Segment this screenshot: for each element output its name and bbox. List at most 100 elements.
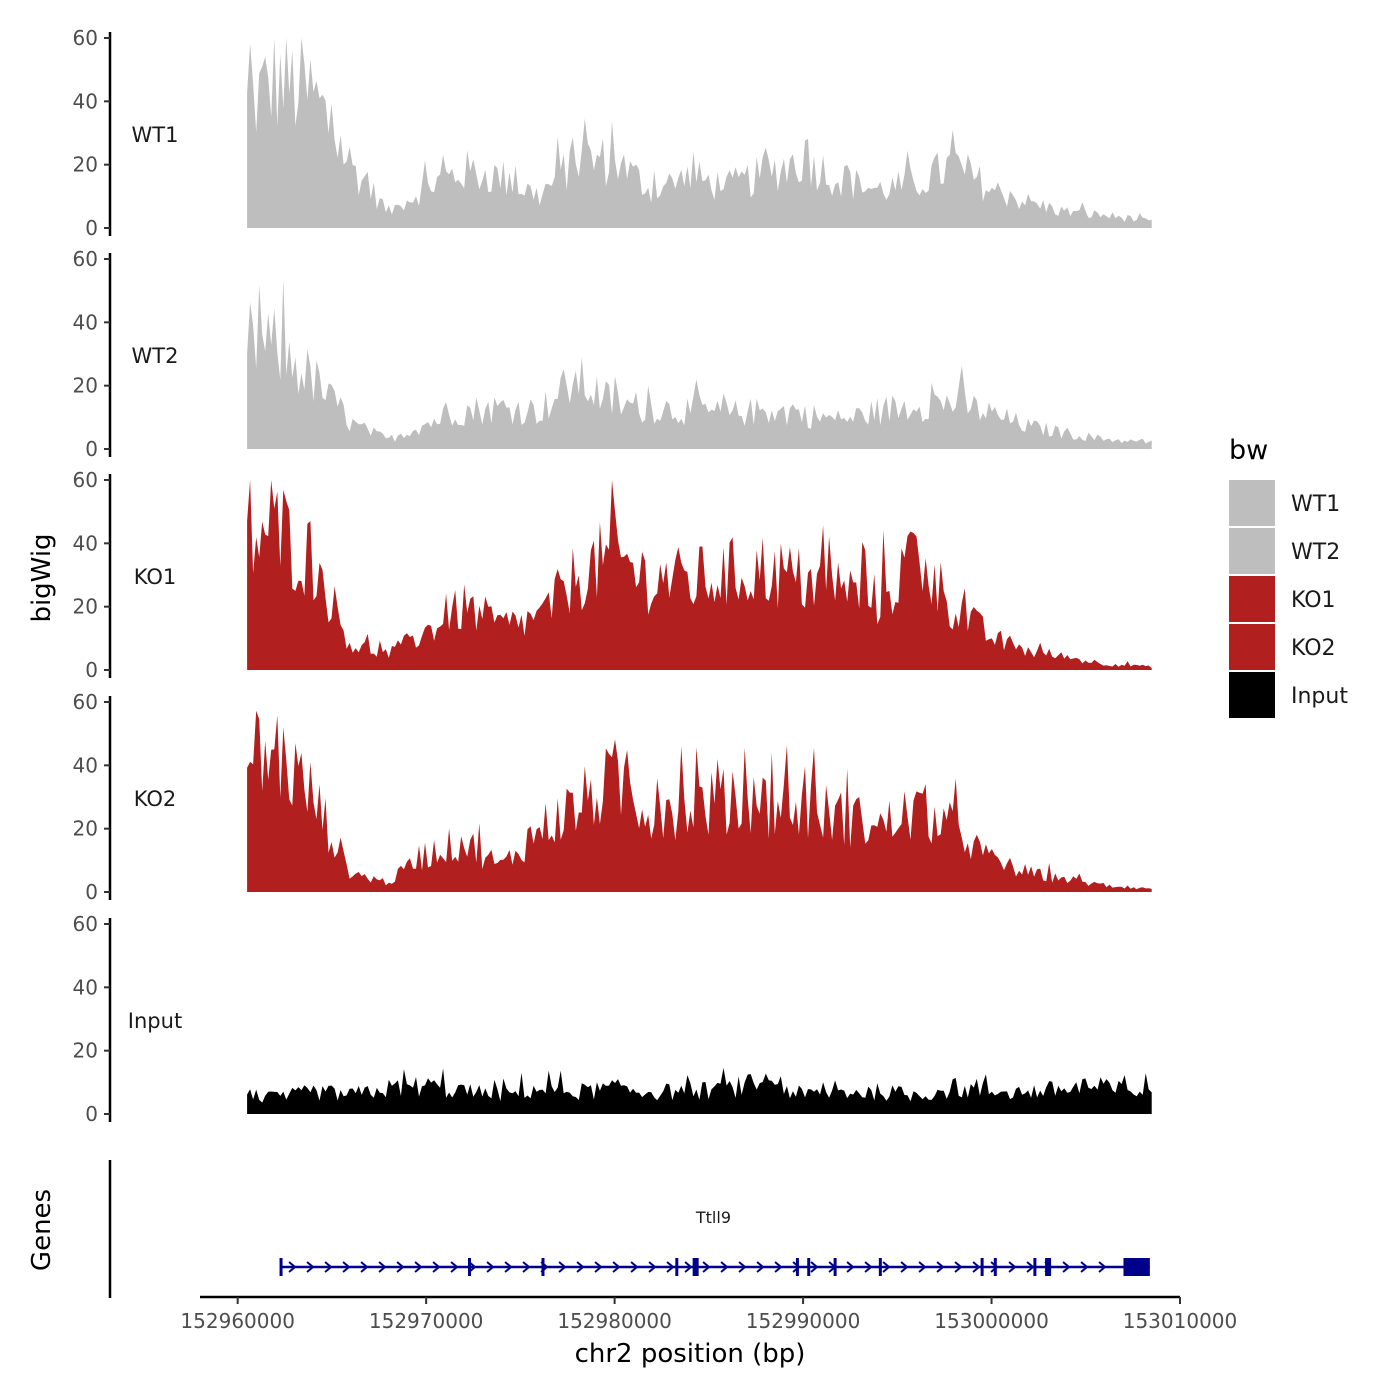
strand-arrow <box>432 1261 441 1273</box>
strand-arrow <box>612 1261 621 1273</box>
strand-arrow <box>306 1261 315 1273</box>
strand-arrow <box>378 1261 387 1273</box>
exon <box>279 1258 283 1276</box>
strand-arrow <box>414 1261 423 1273</box>
strand-arrow <box>630 1261 639 1273</box>
legend-label: WT2 <box>1291 540 1340 565</box>
strand-arrow <box>522 1261 531 1273</box>
strand-arrow <box>990 1261 999 1273</box>
strand-arrow <box>810 1261 819 1273</box>
x-tick-label: 153000000 <box>934 1309 1049 1333</box>
track-label-ko2: KO2 <box>134 787 177 811</box>
strand-arrow <box>576 1261 585 1273</box>
strand-arrow <box>1098 1261 1107 1273</box>
legend-entry-input: Input <box>1229 672 1348 718</box>
gene-track: Ttll9 <box>108 1160 1150 1298</box>
exon <box>878 1258 882 1276</box>
y-tick-label: 40 <box>73 975 98 999</box>
x-tick-label: 152990000 <box>746 1309 861 1333</box>
exon <box>692 1258 699 1276</box>
x-tick-label: 152970000 <box>369 1309 484 1333</box>
area-ko1 <box>247 480 1152 670</box>
y-tick-label: 60 <box>73 26 98 50</box>
y-tick-label: 0 <box>85 658 98 682</box>
area-wt1 <box>247 38 1152 228</box>
legend-label: KO1 <box>1291 588 1336 613</box>
y-tick-label: 40 <box>73 89 98 113</box>
y-tick-label: 0 <box>85 216 98 240</box>
legend-title: bw <box>1229 435 1268 466</box>
strand-arrow <box>594 1261 603 1273</box>
y-tick-label: 0 <box>85 437 98 461</box>
track-label-ko1: KO1 <box>134 565 177 589</box>
exon-utr <box>1123 1258 1150 1276</box>
y-tick-label: 60 <box>73 912 98 936</box>
area-input <box>247 1067 1152 1114</box>
exon <box>795 1258 799 1276</box>
strand-arrow <box>864 1261 873 1273</box>
strand-arrow <box>486 1261 495 1273</box>
legend-entry-wt2: WT2 <box>1229 528 1340 574</box>
strand-arrow <box>774 1261 783 1273</box>
x-tick-label: 152960000 <box>180 1309 295 1333</box>
strand-arrow <box>720 1261 729 1273</box>
y-tick-label: 60 <box>73 247 98 271</box>
gene-label: Ttll9 <box>695 1208 731 1227</box>
strand-arrow <box>396 1261 405 1273</box>
exon <box>468 1258 471 1276</box>
strand-arrow <box>1080 1261 1089 1273</box>
legend-swatch <box>1229 624 1275 670</box>
strand-arrow <box>1026 1261 1035 1273</box>
strand-arrow <box>702 1261 711 1273</box>
legend: bw WT1 WT2 KO1 KO2 Input <box>1229 435 1348 718</box>
strand-arrow <box>324 1261 333 1273</box>
track-ko2: 0 20 40 60 KO2 <box>73 690 1152 904</box>
x-tick-label: 152980000 <box>557 1309 672 1333</box>
strand-arrow <box>900 1261 909 1273</box>
strand-arrow <box>648 1261 657 1273</box>
legend-label: WT1 <box>1291 492 1340 517</box>
exon <box>1033 1258 1037 1276</box>
strand-arrow <box>756 1261 765 1273</box>
strand-arrow <box>972 1261 981 1273</box>
strand-arrow <box>954 1261 963 1273</box>
legend-swatch <box>1229 672 1275 718</box>
gene-ttll9: Ttll9 <box>279 1208 1150 1276</box>
strand-arrow <box>666 1261 675 1273</box>
y-tick-label: 0 <box>85 1102 98 1126</box>
y-axis-title: bigWig <box>27 533 57 622</box>
strand-arrow <box>792 1261 801 1273</box>
y-tick-label: 20 <box>73 817 98 841</box>
strand-arrow <box>936 1261 945 1273</box>
y-tick-label: 60 <box>73 468 98 492</box>
track-wt1: 0 20 40 60 WT1 <box>73 26 1152 240</box>
strand-arrow <box>918 1261 927 1273</box>
x-axis-title: chr2 position (bp) <box>575 1339 806 1369</box>
track-label-wt2: WT2 <box>132 344 179 368</box>
y-tick-label: 0 <box>85 880 98 904</box>
legend-swatch <box>1229 528 1275 574</box>
strand-arrow <box>684 1261 693 1273</box>
gene-track-title: Genes <box>27 1189 57 1271</box>
y-tick-label: 20 <box>73 374 98 398</box>
strand-arrow <box>504 1261 513 1273</box>
track-wt2: 0 20 40 60 WT2 <box>73 247 1152 461</box>
legend-entry-ko2: KO2 <box>1229 624 1336 670</box>
strand-arrow <box>558 1261 567 1273</box>
legend-swatch <box>1229 480 1275 526</box>
strand-arrow <box>468 1261 477 1273</box>
exon <box>675 1258 679 1276</box>
y-tick-label: 20 <box>73 1039 98 1063</box>
strand-arrow <box>882 1261 891 1273</box>
track-input: 0 20 40 60 Input <box>73 912 1152 1126</box>
y-tick-label: 20 <box>73 595 98 619</box>
y-tick-label: 40 <box>73 310 98 334</box>
y-tick-label: 40 <box>73 753 98 777</box>
strand-arrow <box>846 1261 855 1273</box>
track-label-wt1: WT1 <box>132 123 179 147</box>
area-ko2 <box>247 710 1152 892</box>
legend-label: KO2 <box>1291 636 1336 661</box>
legend-swatch <box>1229 576 1275 622</box>
strand-arrow <box>1062 1261 1071 1273</box>
